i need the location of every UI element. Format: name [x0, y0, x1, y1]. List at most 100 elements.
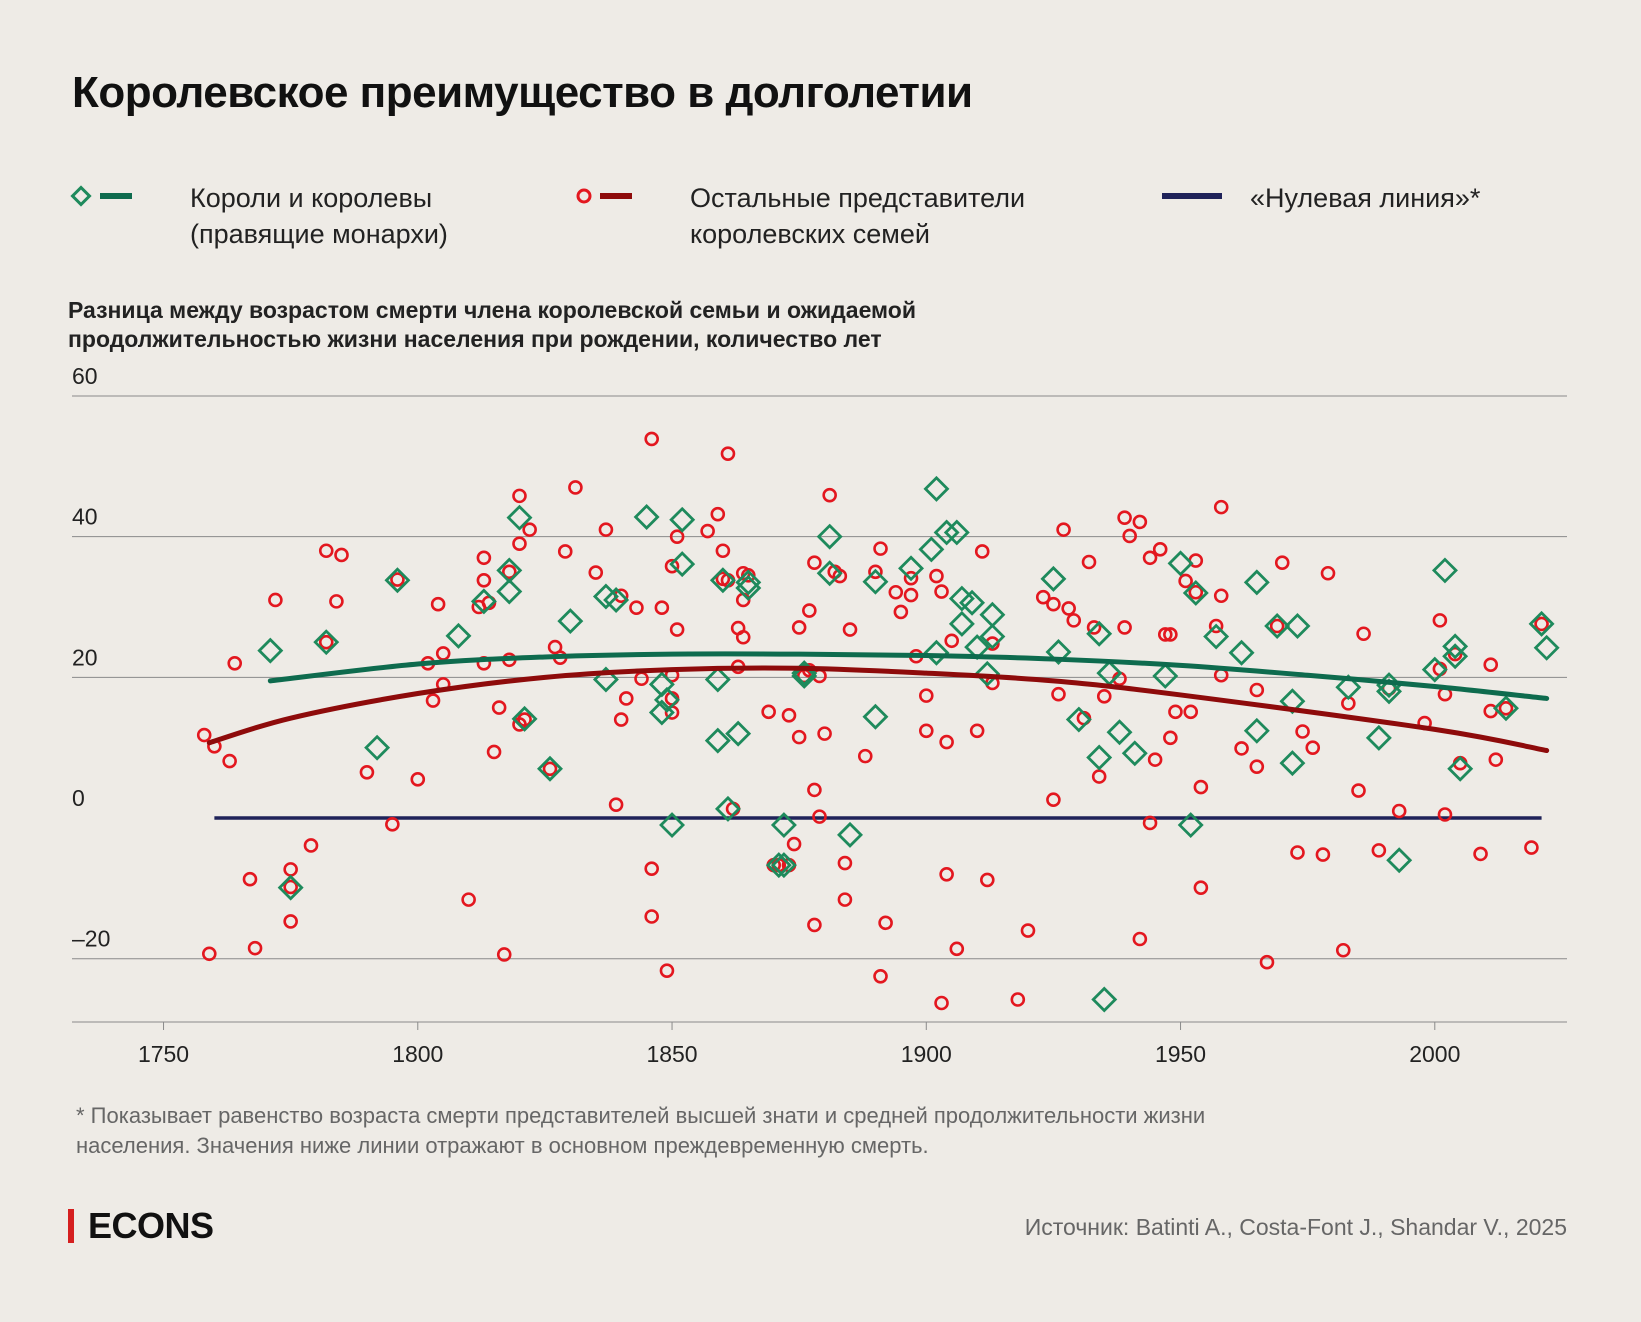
- other-royal-point: [227, 655, 243, 671]
- other-royal-point: [791, 729, 807, 745]
- legend: Короли и королевы (правящие монархи) Ост…: [0, 180, 1641, 260]
- other-royal-point: [430, 596, 446, 612]
- monarch-point: [1182, 579, 1209, 606]
- monarch-point: [669, 506, 696, 533]
- other-royal-point: [837, 855, 853, 871]
- monarch-point: [592, 666, 619, 693]
- other-royal-point: [1117, 620, 1132, 635]
- other-royal-point: [1432, 613, 1448, 628]
- other-royal-point: [629, 600, 644, 616]
- monarch-point: [1279, 750, 1306, 777]
- trend-lines: [206, 651, 1550, 753]
- monarch-point: [1264, 613, 1291, 639]
- other-royal-point: [1249, 682, 1265, 698]
- other-royal-point: [557, 544, 573, 559]
- other-royal-point: [1335, 942, 1351, 958]
- other-royal-point: [303, 838, 319, 853]
- x-tick-label: 1750: [138, 1041, 189, 1067]
- x-tick-label: 1800: [392, 1041, 443, 1067]
- other-royal-point: [390, 572, 405, 587]
- other-royal-point: [1193, 779, 1209, 795]
- monarch-point: [923, 475, 950, 502]
- monarch-point: [653, 686, 680, 713]
- monarch-point: [1228, 639, 1255, 666]
- monarch-point: [1279, 688, 1306, 715]
- monarch-point: [1431, 557, 1458, 584]
- monarch-point: [445, 622, 472, 649]
- other-royal-point: [1046, 596, 1061, 612]
- other-royal-point: [832, 568, 848, 584]
- markers: [196, 431, 1560, 1013]
- other-royal-point: [969, 723, 985, 739]
- y-tick-label: –20: [72, 926, 110, 952]
- other-royal-point: [918, 688, 934, 703]
- other-royal-point: [1473, 846, 1488, 862]
- monarch-point: [1091, 986, 1118, 1013]
- monarch-point: [959, 589, 986, 616]
- monarch-point: [1528, 610, 1555, 637]
- other-royal-point: [1447, 646, 1463, 662]
- other-royal-point: [1020, 923, 1036, 938]
- other-royal-point: [939, 734, 954, 750]
- other-royal-point: [1356, 626, 1371, 642]
- other-royal-point: [1498, 700, 1514, 716]
- other-royal-point: [1315, 847, 1331, 862]
- monarch-point: [1447, 755, 1474, 782]
- y-tick-label: 60: [72, 363, 98, 389]
- other-royal-point: [807, 555, 822, 570]
- monarch-point: [770, 852, 797, 879]
- other-royal-point: [812, 809, 827, 824]
- other-royal-point: [1259, 954, 1275, 970]
- other-royal-point: [608, 797, 624, 812]
- other-royal-point: [807, 917, 822, 933]
- legend-monarchs-line1: Короли и королевы: [190, 183, 433, 213]
- source-note: Источник: Batinti A., Costa-Font J., Sha…: [1024, 1214, 1567, 1240]
- gridlines: [72, 395, 1567, 1030]
- monarch-point: [384, 567, 411, 594]
- other-royal-point: [944, 633, 960, 649]
- other-royal-point: [1132, 931, 1148, 947]
- others-trend-line: [206, 665, 1550, 753]
- other-royal-point: [807, 782, 822, 798]
- monarch-point: [537, 755, 563, 782]
- monarch-point: [979, 623, 1006, 650]
- other-royal-point: [512, 536, 527, 552]
- monarch-point: [979, 601, 1006, 628]
- monarch-point: [704, 727, 731, 754]
- other-royal-point: [1010, 992, 1026, 1007]
- monarchs-trend-line: [267, 651, 1550, 701]
- monarch-point: [1386, 847, 1413, 874]
- other-royal-point: [1295, 724, 1310, 739]
- other-royal-point: [669, 622, 685, 637]
- monarch-point: [1045, 639, 1072, 666]
- other-royal-point: [1193, 880, 1209, 895]
- monarch-point: [735, 575, 762, 602]
- other-royal-point: [1147, 752, 1163, 767]
- other-royal-point: [1391, 803, 1407, 819]
- other-royal-point: [1269, 618, 1285, 634]
- monarch-point: [496, 578, 523, 605]
- monarch-point: [816, 523, 843, 550]
- other-royal-point: [1305, 740, 1321, 755]
- monarch-point: [313, 629, 340, 656]
- other-royal-point: [613, 712, 629, 727]
- monarch-point: [1203, 623, 1230, 650]
- other-royal-point: [568, 480, 583, 495]
- footnote-line1: * Показывает равенство возраста смерти п…: [76, 1103, 1206, 1128]
- other-royal-point: [1132, 514, 1148, 530]
- other-royal-point: [283, 914, 298, 929]
- footnote: * Показывает равенство возраста смерти п…: [76, 1101, 1416, 1161]
- other-royal-point: [1046, 792, 1061, 808]
- other-royal-point: [435, 646, 451, 661]
- monarch-point: [791, 662, 818, 689]
- other-royal-point: [903, 587, 919, 603]
- other-royal-point: [1066, 613, 1082, 628]
- other-royal-point: [618, 691, 634, 706]
- other-royal-point: [669, 529, 685, 544]
- other-royal-point: [873, 968, 888, 984]
- other-royal-point: [486, 744, 502, 760]
- monarch-point: [714, 795, 741, 822]
- other-royal-point: [1351, 783, 1366, 798]
- other-royal-point: [1051, 686, 1066, 702]
- other-royal-point: [1163, 627, 1178, 642]
